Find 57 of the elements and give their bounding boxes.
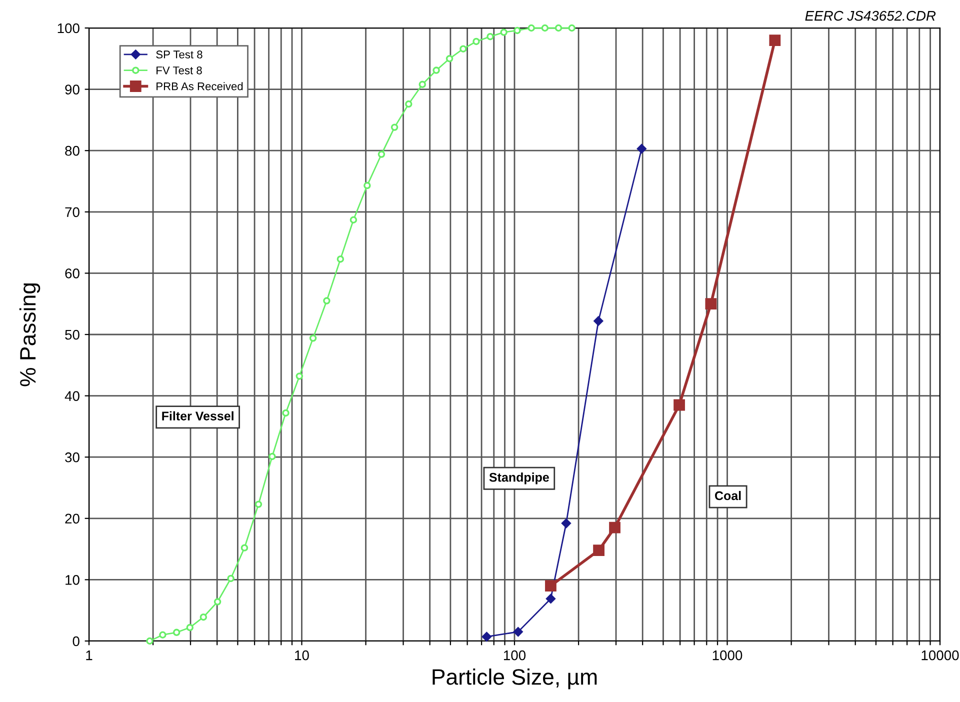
- x-tick-label: 10000: [922, 650, 959, 660]
- y-axis-title: % Passing: [19, 283, 40, 386]
- y-tick-label: 60: [65, 268, 80, 278]
- point: [378, 150, 386, 158]
- point: [146, 637, 154, 645]
- y-tick-label: 40: [64, 391, 80, 401]
- y-tick-label: 20: [65, 514, 80, 524]
- point: [172, 628, 180, 636]
- point: [309, 334, 317, 342]
- point: [460, 45, 467, 52]
- y-tick-label: 50: [65, 330, 80, 340]
- x-axis-title: Particle Size, µm: [432, 668, 597, 690]
- point: [554, 24, 562, 32]
- x-tick-label: 1: [86, 650, 92, 660]
- point: [350, 216, 358, 224]
- legend-label: SP Test 8: [156, 50, 202, 58]
- annotation: Filter Vessel: [162, 411, 234, 420]
- point: [541, 24, 549, 32]
- point: [405, 100, 412, 108]
- point: [486, 32, 494, 40]
- y-tick-label: 10: [66, 575, 80, 585]
- x-tick-label: 100: [504, 650, 526, 660]
- text: EERC JS43652.CDR: [805, 10, 936, 21]
- y-tick-label: 0: [72, 636, 80, 646]
- point: [240, 544, 248, 552]
- point: [268, 452, 276, 460]
- point: [282, 409, 290, 417]
- x-tick-label: 10: [295, 650, 309, 660]
- point: [500, 28, 508, 36]
- point: [254, 500, 262, 508]
- point: [336, 255, 344, 263]
- y-tick-label: 30: [65, 452, 80, 462]
- legend-label: PRB As Received: [156, 82, 243, 90]
- point: [528, 24, 535, 32]
- point: [186, 624, 194, 632]
- annotation: Standpipe: [489, 472, 549, 484]
- annotation: Coal: [715, 490, 741, 500]
- point: [390, 124, 398, 131]
- point: [159, 631, 166, 638]
- point: [214, 598, 222, 606]
- point: [432, 66, 440, 74]
- y-tick-label: 70: [65, 207, 80, 218]
- point: [418, 80, 426, 88]
- y-tick-label: 100: [58, 23, 80, 34]
- point: [472, 38, 480, 46]
- point: [364, 182, 371, 190]
- point: [227, 574, 234, 582]
- point: [323, 297, 330, 304]
- x-tick-label: 1000: [712, 650, 742, 660]
- y-tick-label: 80: [65, 146, 80, 156]
- point: [568, 24, 576, 32]
- point: [200, 613, 208, 621]
- legend-label: FV Test 8: [156, 66, 202, 74]
- point: [446, 55, 454, 62]
- y-tick-label: 90: [65, 84, 80, 94]
- point: [296, 372, 304, 380]
- point: [514, 26, 521, 34]
